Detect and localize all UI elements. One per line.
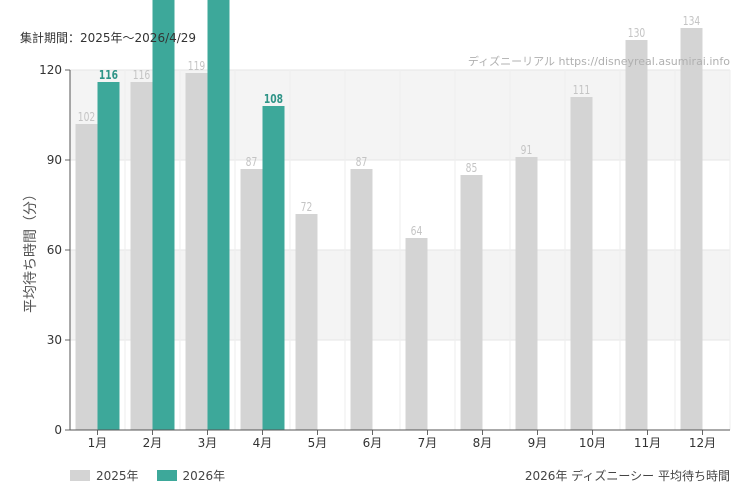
y-tick-label: 120 <box>39 63 62 77</box>
data-label-2025: 111 <box>573 83 591 97</box>
bar-2025 <box>75 124 98 430</box>
bar-2026 <box>207 0 230 430</box>
watermark: ディズニーリアル https://disneyreal.asumirai.inf… <box>467 55 730 68</box>
data-label-2025: 87 <box>356 155 368 169</box>
data-label-2025: 116 <box>133 68 151 82</box>
bar-2025 <box>625 40 648 430</box>
legend-item-2026[interactable]: 2026年 <box>156 467 226 484</box>
y-tick-label: 60 <box>47 243 62 257</box>
x-tick-label: 12月 <box>689 436 716 450</box>
x-tick-label: 1月 <box>88 436 108 450</box>
legend-label-2026: 2026年 <box>182 469 226 483</box>
x-tick-label: 10月 <box>579 436 606 450</box>
bar-2025 <box>570 97 593 430</box>
bar-2025 <box>680 28 703 430</box>
bar-2025 <box>460 175 483 430</box>
x-tick-label: 11月 <box>634 436 661 450</box>
x-tick-label: 5月 <box>308 436 328 450</box>
y-axis-label: 平均待ち時間（分） <box>23 187 39 313</box>
data-label-2025: 130 <box>628 26 646 40</box>
bar-2026 <box>97 82 120 430</box>
data-label-2025: 119 <box>188 59 206 73</box>
data-label-2025: 87 <box>246 155 258 169</box>
x-tick-label: 8月 <box>473 436 493 450</box>
legend: 2025年 2026年 <box>70 467 225 484</box>
y-tick-label: 0 <box>54 423 62 437</box>
bar-2025 <box>185 73 208 430</box>
legend-swatch-2026 <box>156 470 177 481</box>
legend-swatch-2025 <box>70 470 90 481</box>
data-label-2025: 134 <box>683 14 701 28</box>
x-tick-label: 9月 <box>528 436 548 450</box>
bar-2025 <box>295 214 318 430</box>
bar-2025 <box>515 157 538 430</box>
data-label-2025: 91 <box>521 143 533 157</box>
bar-2026 <box>152 0 175 430</box>
x-tick-label: 3月 <box>198 436 218 450</box>
data-label-2025: 64 <box>411 224 423 238</box>
data-label-2026: 116 <box>99 68 118 82</box>
y-tick-label: 90 <box>47 153 62 167</box>
footer-chart-title: 2026年 ディズニーシー 平均待ち時間 <box>524 469 730 483</box>
data-label-2025: 85 <box>466 161 478 175</box>
bar-2025 <box>240 169 263 430</box>
legend-label-2025: 2025年 <box>96 469 139 483</box>
x-tick-label: 4月 <box>253 436 273 450</box>
x-tick-label: 2月 <box>143 436 163 450</box>
data-label-2025: 102 <box>78 110 96 124</box>
bar-2026 <box>262 106 285 430</box>
bar-2025 <box>350 169 373 430</box>
data-label-2026: 108 <box>264 92 283 106</box>
x-tick-label: 7月 <box>418 436 438 450</box>
legend-item-2025[interactable]: 2025年 <box>70 467 139 484</box>
period-label: 集計期間：2025年～2026/4/29 <box>20 31 197 45</box>
x-tick-label: 6月 <box>363 436 383 450</box>
data-label-2025: 72 <box>301 200 313 214</box>
bar-2025 <box>130 82 153 430</box>
y-tick-label: 30 <box>47 333 62 347</box>
bar-2025 <box>405 238 428 430</box>
